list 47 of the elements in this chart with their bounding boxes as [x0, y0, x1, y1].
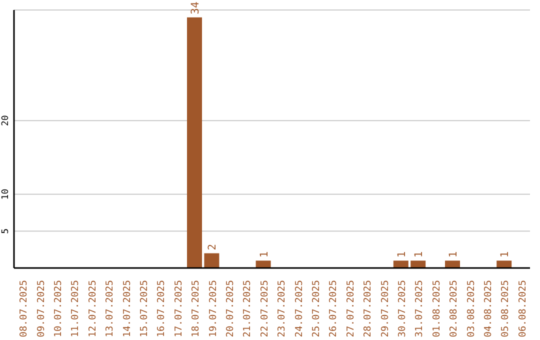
bar — [187, 17, 202, 268]
x-tick-label: 18.07.2025 — [190, 280, 202, 338]
x-tick-label: 26.07.2025 — [328, 280, 340, 338]
x-tick-label: 22.07.2025 — [259, 280, 270, 338]
x-tick-label: 20.07.2025 — [225, 280, 236, 338]
x-tick-label: 13.07.2025 — [104, 280, 116, 338]
data-label: 1 — [413, 251, 426, 258]
bar — [410, 260, 426, 268]
y-tick-label: 5 — [1, 228, 11, 234]
x-tick-label: 12.07.2025 — [87, 280, 98, 338]
x-tick-label: 19.07.2025 — [208, 280, 219, 338]
x-tick-label: 01.08.2025 — [431, 280, 442, 338]
x-tick-label: 21.07.2025 — [242, 280, 254, 338]
x-tick-label: 10.07.2025 — [53, 280, 64, 338]
y-tick-label: 10 — [1, 188, 11, 200]
x-tick-label: 03.08.2025 — [466, 280, 477, 338]
x-tick-label: 02.08.2025 — [448, 280, 460, 338]
x-tick-label: 27.07.2025 — [345, 280, 356, 338]
x-tick-label: 04.08.2025 — [483, 280, 494, 338]
bar — [445, 260, 460, 268]
x-tick-label: 23.07.2025 — [276, 280, 288, 338]
bar — [256, 260, 271, 268]
x-tick-label: 09.07.2025 — [36, 280, 47, 338]
x-tick-label: 24.07.2025 — [294, 280, 305, 338]
bar — [393, 260, 408, 268]
x-tick-label: 25.07.2025 — [311, 280, 322, 338]
x-tick-label: 29.07.2025 — [380, 280, 391, 338]
bar — [204, 253, 220, 268]
x-tick-label: 15.07.2025 — [139, 280, 150, 338]
data-label: 34 — [190, 2, 202, 14]
x-tick-label: 30.07.2025 — [397, 280, 408, 338]
x-tick-label: 05.08.2025 — [500, 280, 512, 338]
y-tick-label: 20 — [1, 115, 11, 126]
data-label: 1 — [499, 251, 512, 258]
data-label: 1 — [448, 251, 460, 258]
x-tick-label: 17.07.2025 — [173, 280, 184, 338]
data-label: 1 — [396, 251, 408, 258]
x-tick-label: 16.07.2025 — [156, 280, 168, 338]
x-tick-label: 06.08.2025 — [517, 280, 528, 338]
x-tick-label: 11.07.2025 — [70, 280, 82, 338]
x-tick-label: 28.07.2025 — [362, 280, 374, 338]
bar — [496, 260, 512, 268]
x-tick-label: 08.07.2025 — [18, 280, 30, 338]
x-tick-label: 14.07.2025 — [122, 280, 133, 338]
x-tick-label: 31.07.2025 — [414, 280, 426, 338]
data-label: 1 — [258, 251, 270, 258]
data-label: 2 — [206, 244, 219, 250]
